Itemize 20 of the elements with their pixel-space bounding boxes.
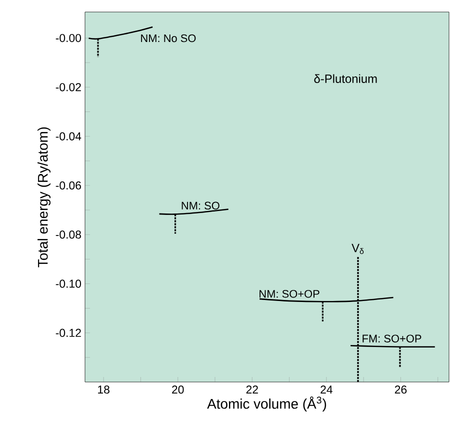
ref-line-label: V$_{δ}$ — [352, 244, 364, 254]
series-label: NM: SO — [182, 202, 220, 210]
annotation: δ-Plutonium — [314, 74, 377, 83]
y-tick-label: -0.08 — [56, 230, 81, 239]
x-tick-label: 22 — [246, 386, 258, 394]
y-tick-label: -0.04 — [56, 132, 82, 140]
y-tick-label: -0.00 — [56, 34, 82, 42]
y-tick-label: -0.10 — [56, 280, 82, 288]
x-tick-label: 24 — [320, 386, 332, 394]
series-label: NM: SO+OP — [260, 290, 320, 298]
series-label: FM: SO+OP — [362, 334, 422, 342]
y-axis-title: Total energy (Ry/atom) — [38, 127, 51, 268]
x-axis-title: Atomic volume (Å$^{3}$) — [207, 396, 326, 412]
x-tick-label: 18 — [98, 386, 110, 394]
y-tick-label: -0.12 — [56, 328, 81, 337]
y-tick-label: -0.06 — [56, 181, 81, 190]
x-tick-label: 20 — [172, 386, 184, 394]
x-tick-label: 26 — [394, 386, 407, 394]
series-label: NM: No SO — [141, 34, 196, 42]
y-tick-label: -0.02 — [56, 83, 81, 92]
